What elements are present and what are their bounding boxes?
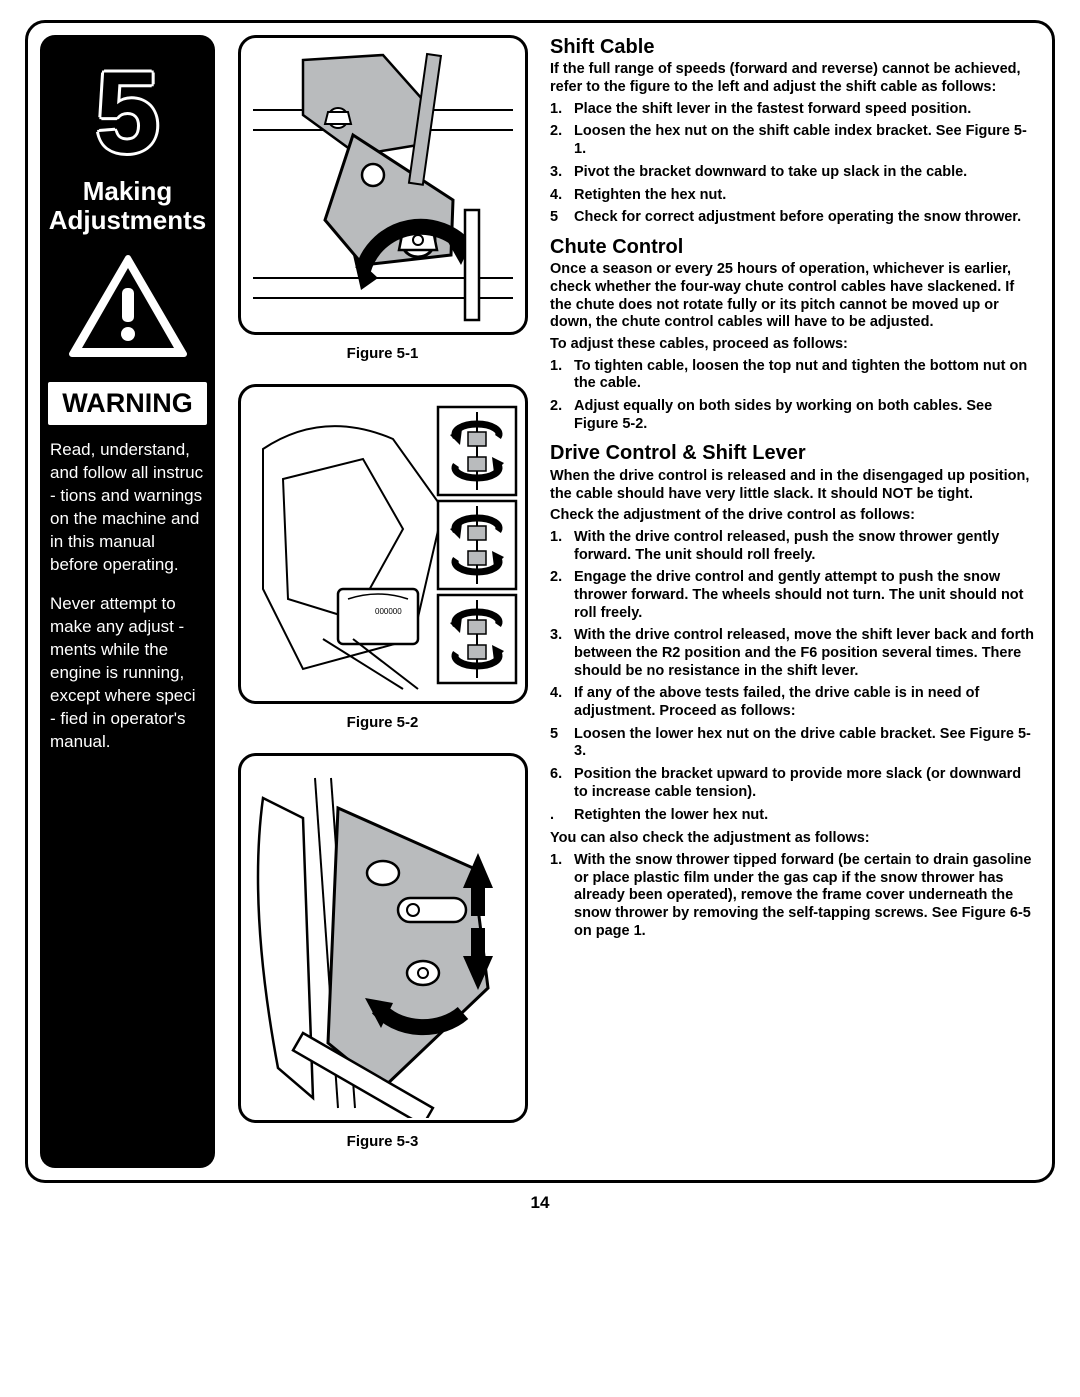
list-item: 1.To tighten cable, loosen the top nut a… [550, 358, 1036, 393]
list-item: 3.With the drive control released, move … [550, 627, 1036, 680]
chute-steps: 1.To tighten cable, loosen the top nut a… [550, 358, 1036, 434]
drive-subhead: Check the adjustment of the drive contro… [550, 507, 1036, 525]
figure-5-1 [238, 35, 528, 335]
list-item: 5Loosen the lower hex nut on the drive c… [550, 726, 1036, 761]
warning-triangle-icon [68, 254, 188, 364]
chute-subhead: To adjust these cables, proceed as follo… [550, 336, 1036, 354]
figure-5-3 [238, 753, 528, 1123]
sidebar-panel: 5 Making Adjustments WARNING Read, under… [40, 35, 215, 1168]
list-item: 4.If any of the above tests failed, the … [550, 685, 1036, 720]
sidebar-title: Making Adjustments [49, 177, 206, 237]
heading-drive-control: Drive Control & Shift Lever [550, 441, 1036, 465]
drive-intro: When the drive control is released and i… [550, 468, 1036, 503]
drive-steps2: 1.With the snow thrower tipped forward (… [550, 852, 1036, 940]
figures-column: Figure 5-1 000000 [230, 35, 535, 1168]
page-number: 14 [25, 1193, 1055, 1213]
heading-chute-control: Chute Control [550, 235, 1036, 259]
shift-steps: 1.Place the shift lever in the fastest f… [550, 101, 1036, 227]
sidebar-body-text: Read, understand, and follow all instruc… [48, 439, 207, 769]
content-column: Shift Cable If the full range of speeds … [550, 35, 1040, 1168]
page-frame: 5 Making Adjustments WARNING Read, under… [25, 20, 1055, 1183]
list-item: .Retighten the lower hex nut. [550, 807, 1036, 825]
list-item: 2.Adjust equally on both sides by workin… [550, 398, 1036, 433]
list-item: 4.Retighten the hex nut. [550, 187, 1036, 205]
heading-shift-cable: Shift Cable [550, 35, 1036, 59]
figure-5-2-caption: Figure 5-2 [347, 714, 419, 731]
chute-intro: Once a season or every 25 hours of opera… [550, 261, 1036, 332]
list-item: 1.Place the shift lever in the fastest f… [550, 101, 1036, 119]
list-item: 6.Position the bracket upward to provide… [550, 766, 1036, 801]
chapter-number: 5 [96, 50, 160, 177]
list-item: 1.With the drive control released, push … [550, 529, 1036, 564]
list-item: 2.Loosen the hex nut on the shift cable … [550, 123, 1036, 158]
figure-5-1-caption: Figure 5-1 [347, 345, 419, 362]
shift-intro: If the full range of speeds (forward and… [550, 61, 1036, 96]
drive-subhead2: You can also check the adjustment as fol… [550, 830, 1036, 848]
list-item: 2.Engage the drive control and gently at… [550, 569, 1036, 622]
list-item: 3.Pivot the bracket downward to take up … [550, 164, 1036, 182]
figure-5-2: 000000 [238, 384, 528, 704]
svg-text:000000: 000000 [375, 607, 402, 616]
list-item: 5Check for correct adjustment before ope… [550, 209, 1036, 227]
warning-label: WARNING [48, 382, 207, 425]
list-item: 1.With the snow thrower tipped forward (… [550, 852, 1036, 940]
figure-5-3-caption: Figure 5-3 [347, 1133, 419, 1150]
drive-steps: 1.With the drive control released, push … [550, 529, 1036, 824]
